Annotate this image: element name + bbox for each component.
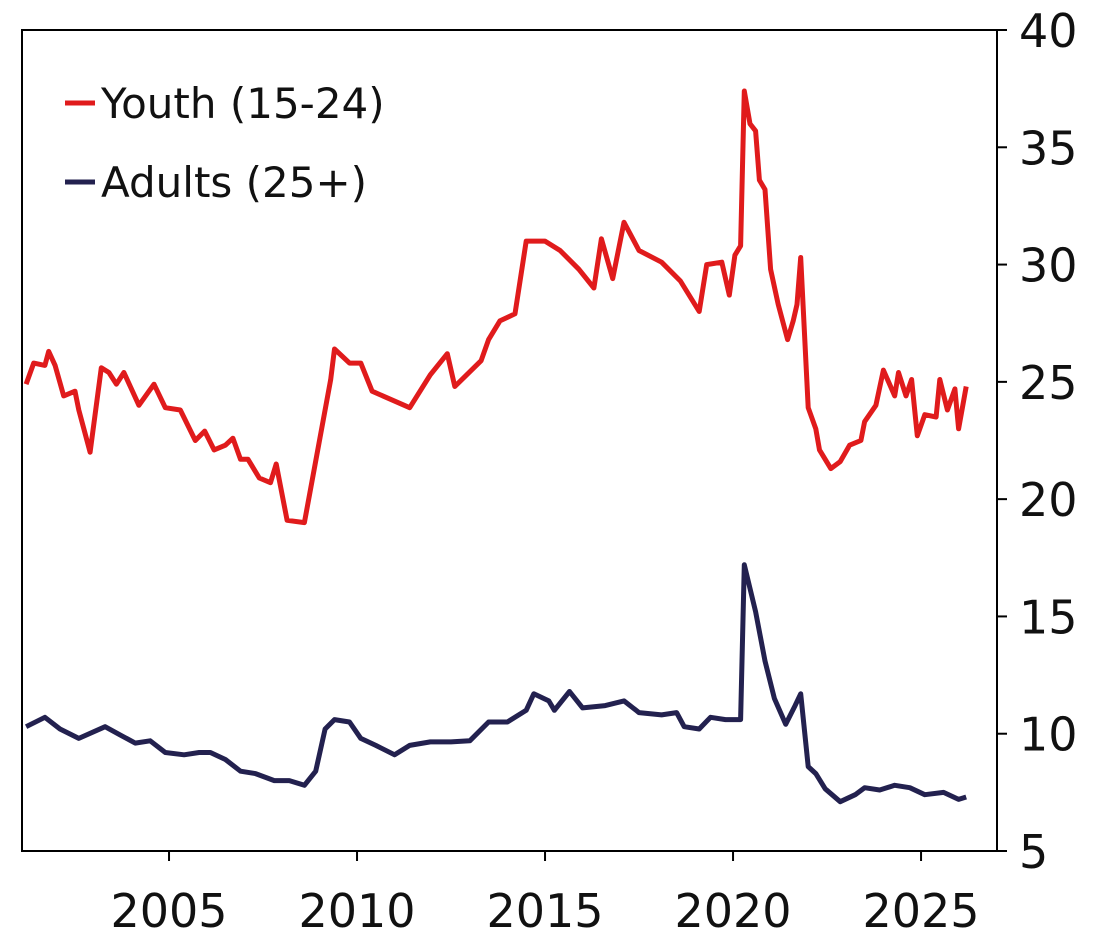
x-tick-label: 2005 — [110, 884, 227, 934]
x-tick-label: 2025 — [863, 884, 980, 934]
y-tick-label: 15 — [1019, 590, 1078, 644]
y-tick-label: 10 — [1019, 708, 1078, 762]
y-tick-label: 40 — [1019, 4, 1078, 58]
y-tick-label: 20 — [1019, 473, 1078, 527]
series-line — [23, 88, 969, 526]
x-tick-label: 2015 — [486, 884, 603, 934]
y-tick-label: 5 — [1019, 825, 1048, 879]
y-tick-label: 30 — [1019, 239, 1078, 293]
x-tick-label: 2020 — [675, 884, 792, 934]
series-line — [24, 562, 967, 805]
y-tick-label: 25 — [1019, 356, 1078, 410]
plot-frame — [21, 29, 998, 852]
legend-label: Adults (25+) — [101, 158, 367, 207]
legend-label: Youth (15-24) — [100, 79, 385, 128]
x-tick-label: 2010 — [298, 884, 415, 934]
y-tick-label: 35 — [1019, 121, 1078, 175]
